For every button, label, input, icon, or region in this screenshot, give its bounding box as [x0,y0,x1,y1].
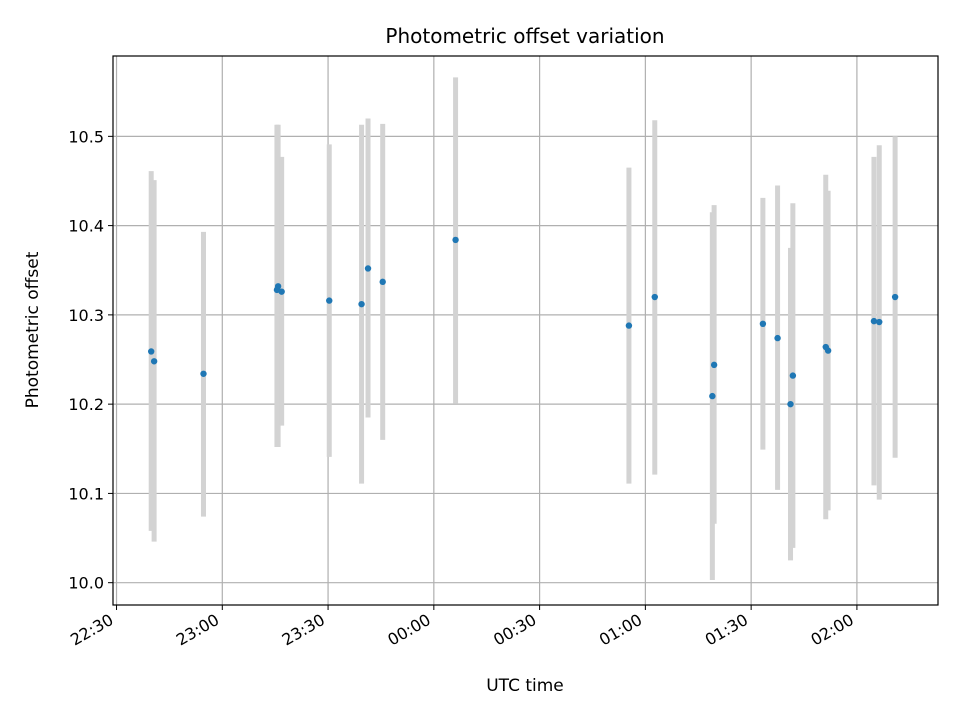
data-point [774,334,781,342]
y-axis-label: Photometric offset [23,251,43,408]
data-point [876,318,883,326]
data-point [759,320,767,328]
data-point [379,278,386,286]
data-point [200,370,207,377]
data-points [147,236,899,408]
data-point [709,392,716,400]
y-axis-ticks: 10.0 10.1 10.2 10.3 10.4 10.5 [68,127,113,593]
y-tick-label: 10.5 [68,127,104,146]
data-point [278,288,285,295]
data-point [326,297,333,304]
data-point [147,348,155,355]
x-tick-label: 02:00 [807,610,856,650]
data-point [710,361,718,369]
data-point [274,283,282,290]
y-tick-label: 10.3 [68,306,104,325]
x-tick-label: 01:30 [702,610,751,650]
error-bars [148,77,898,581]
data-point [651,293,658,301]
x-tick-label: 00:30 [490,610,539,650]
data-point [789,372,797,379]
data-point [870,317,878,325]
y-tick-label: 10.4 [68,217,104,236]
data-point [358,300,365,308]
data-point [364,265,372,272]
x-tick-label: 23:30 [279,610,328,650]
data-point [824,347,832,354]
data-point [625,322,633,329]
y-tick-label: 10.1 [68,484,104,503]
data-point [452,236,459,244]
chart-title: Photometric offset variation [385,24,664,48]
y-tick-label: 10.2 [68,395,104,414]
x-tick-label: 23:00 [173,610,222,650]
x-axis-label: UTC time [486,676,564,696]
data-point [787,400,794,408]
plot-frame [112,55,939,606]
y-tick-label: 10.0 [68,574,104,593]
data-point [150,358,158,365]
x-tick-label: 01:00 [596,610,645,650]
x-axis-ticks: 22:30 23:00 23:30 00:00 00:30 01:00 01:30 02:00 [67,605,858,650]
x-tick-label: 22:30 [67,610,116,650]
data-point [891,293,899,301]
x-tick-label: 00:00 [384,610,433,650]
grid [113,56,938,605]
